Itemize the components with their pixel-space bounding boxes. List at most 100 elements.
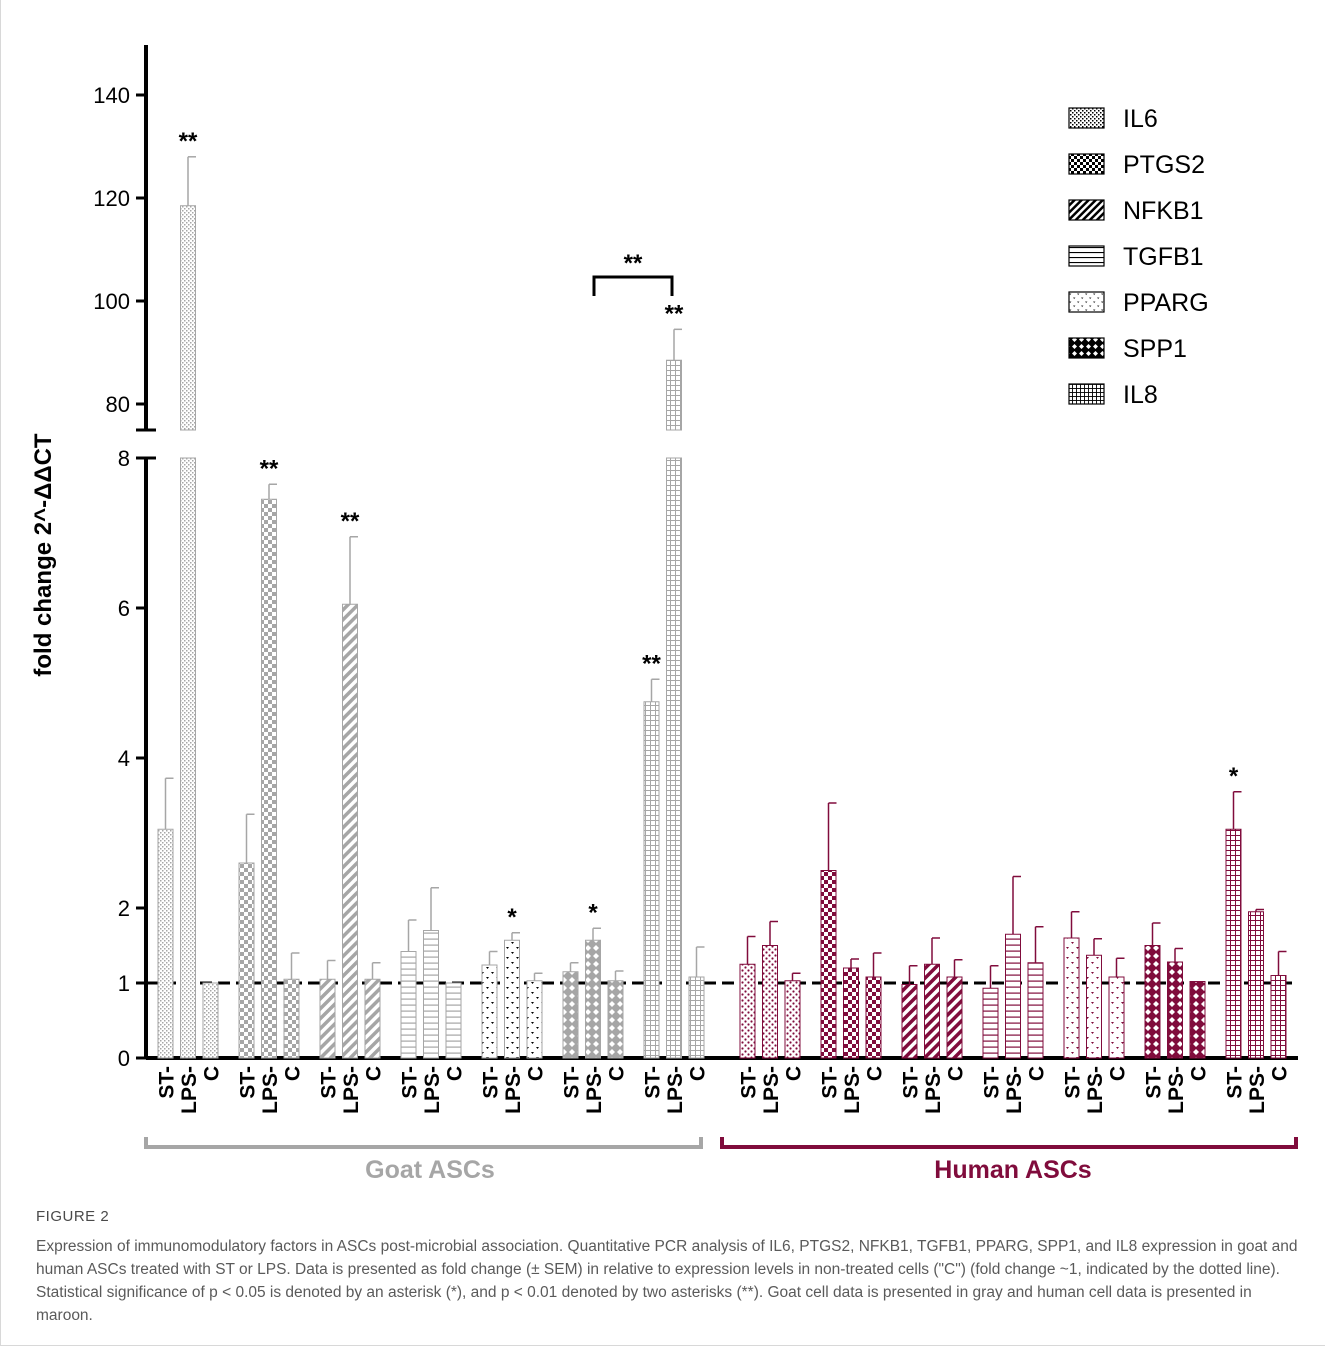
legend-label: IL8 [1123,381,1158,409]
x-tick-label: C [444,1066,467,1081]
x-tick-label: ST- [399,1066,422,1099]
x-tick-label: LPS- [760,1066,783,1114]
significance-label: * [588,899,598,926]
bar [865,976,882,1059]
y-tick-label: 4 [118,746,130,771]
x-tick-label: ST- [561,1066,584,1099]
bar [283,978,300,1059]
bar [319,978,336,1059]
legend-swatch [1068,383,1105,405]
bar [739,963,756,1059]
bar [1086,954,1102,1059]
bar [1248,911,1264,1059]
bar [1005,933,1021,1059]
bar [1167,961,1183,1059]
bar [982,987,999,1059]
legend-label: SPP1 [1123,335,1187,363]
x-tick-label: ST- [819,1066,842,1099]
x-tick-label: C [945,1066,968,1081]
x-tick-label: LPS- [259,1066,282,1114]
x-tick-label: ST- [1224,1066,1247,1099]
goat-group-label: Goat ASCs [365,1156,495,1184]
caption-label: FIGURE 2 [36,1208,110,1225]
y-tick-label: 140 [93,83,130,108]
legend-swatch [1068,153,1105,175]
y-tick-label: 100 [93,289,130,314]
x-tick-label: LPS- [841,1066,864,1114]
bar [400,951,417,1059]
y-tick-label: 6 [118,596,130,621]
x-tick-labels: ST- LPS- C ST- LPS- C ST- LPS- C ST- LPS- C ST- LPS- C… [156,1066,1292,1114]
x-tick-label: C [201,1066,224,1081]
bar [1144,945,1161,1059]
significance-label: ** [260,455,279,482]
goat-group-bracket: Goat ASCs [144,1137,703,1184]
bar [946,976,963,1059]
x-tick-label: C [1026,1066,1049,1081]
y-tick-label: 1 [118,971,130,996]
x-tick-label: ST- [318,1066,341,1099]
bar [924,963,940,1059]
x-tick-label: C [1269,1066,1292,1081]
legend-swatch [1068,291,1105,313]
x-tick-label: LPS- [664,1066,687,1114]
bar [157,828,174,1059]
x-tick-label: LPS- [1003,1066,1026,1114]
x-tick-label: ST- [642,1066,665,1099]
x-tick-label: LPS- [421,1066,444,1114]
legend-label: IL6 [1123,105,1158,133]
x-tick-label: LPS- [1165,1066,1188,1114]
legend: IL6 PTGS2 NFKB1 TGFB1 PPARG SPP1 IL8 [1068,105,1209,409]
significance-label: ** [642,650,661,677]
legend-swatch [1068,107,1105,129]
x-tick-label: LPS- [583,1066,606,1114]
x-tick-label: C [606,1066,629,1081]
x-tick-label: C [282,1066,305,1081]
x-tick-label: LPS- [502,1066,525,1114]
bar [607,980,624,1059]
bar-upper-segment [666,359,682,431]
caption-text: Expression of immunomodulatory factors i… [36,1238,1298,1324]
comparison-bracket [592,275,674,296]
bar [364,978,381,1059]
legend-label: PPARG [1123,289,1209,317]
axes: 80 100 120 140 0 1 2 4 6 8 [93,45,1298,1071]
x-tick-label: C [1188,1066,1211,1081]
bar [688,976,705,1059]
figure-caption: FIGURE 2 Expression of immunomodulatory … [36,1208,1298,1327]
significance-label: * [1229,763,1239,790]
legend-swatch [1068,199,1105,221]
x-tick-label: C [687,1066,710,1081]
bar [585,939,601,1059]
y-tick-label: 0 [118,1046,130,1071]
bar [504,939,520,1059]
x-tick-label: ST- [237,1066,260,1099]
bar [342,603,358,1059]
x-tick-label: ST- [981,1066,1004,1099]
annotations: ******* ******** [179,128,1239,931]
legend-swatch [1068,337,1105,359]
human-group-bracket: Human ASCs [720,1137,1298,1184]
y-tick-label: 120 [93,186,130,211]
bar [1270,975,1287,1059]
x-tick-label: ST- [1143,1066,1166,1099]
x-tick-label: LPS- [1246,1066,1269,1114]
x-tick-label: LPS- [1084,1066,1107,1114]
bars [157,156,1287,1059]
x-tick-label: LPS- [922,1066,945,1114]
x-tick-label: LPS- [178,1066,201,1114]
bar [820,870,837,1059]
x-tick-label: ST- [480,1066,503,1099]
x-tick-label: ST- [738,1066,761,1099]
bar-chart: fold change 2^-ΔΔCT 80 100 120 140 0 1 2 4 6 8 ST… [30,45,1298,1184]
x-tick-label: ST- [1062,1066,1085,1099]
significance-label: ** [665,300,684,327]
bar [1027,962,1044,1059]
x-tick-label: C [1107,1066,1130,1081]
y-tick-label: 8 [118,446,130,471]
y-axis-label: fold change 2^-ΔΔCT [30,433,57,677]
legend-swatch [1068,245,1105,267]
y-tick-label: 80 [106,392,130,417]
bar [762,945,778,1059]
x-tick-label: ST- [156,1066,179,1099]
